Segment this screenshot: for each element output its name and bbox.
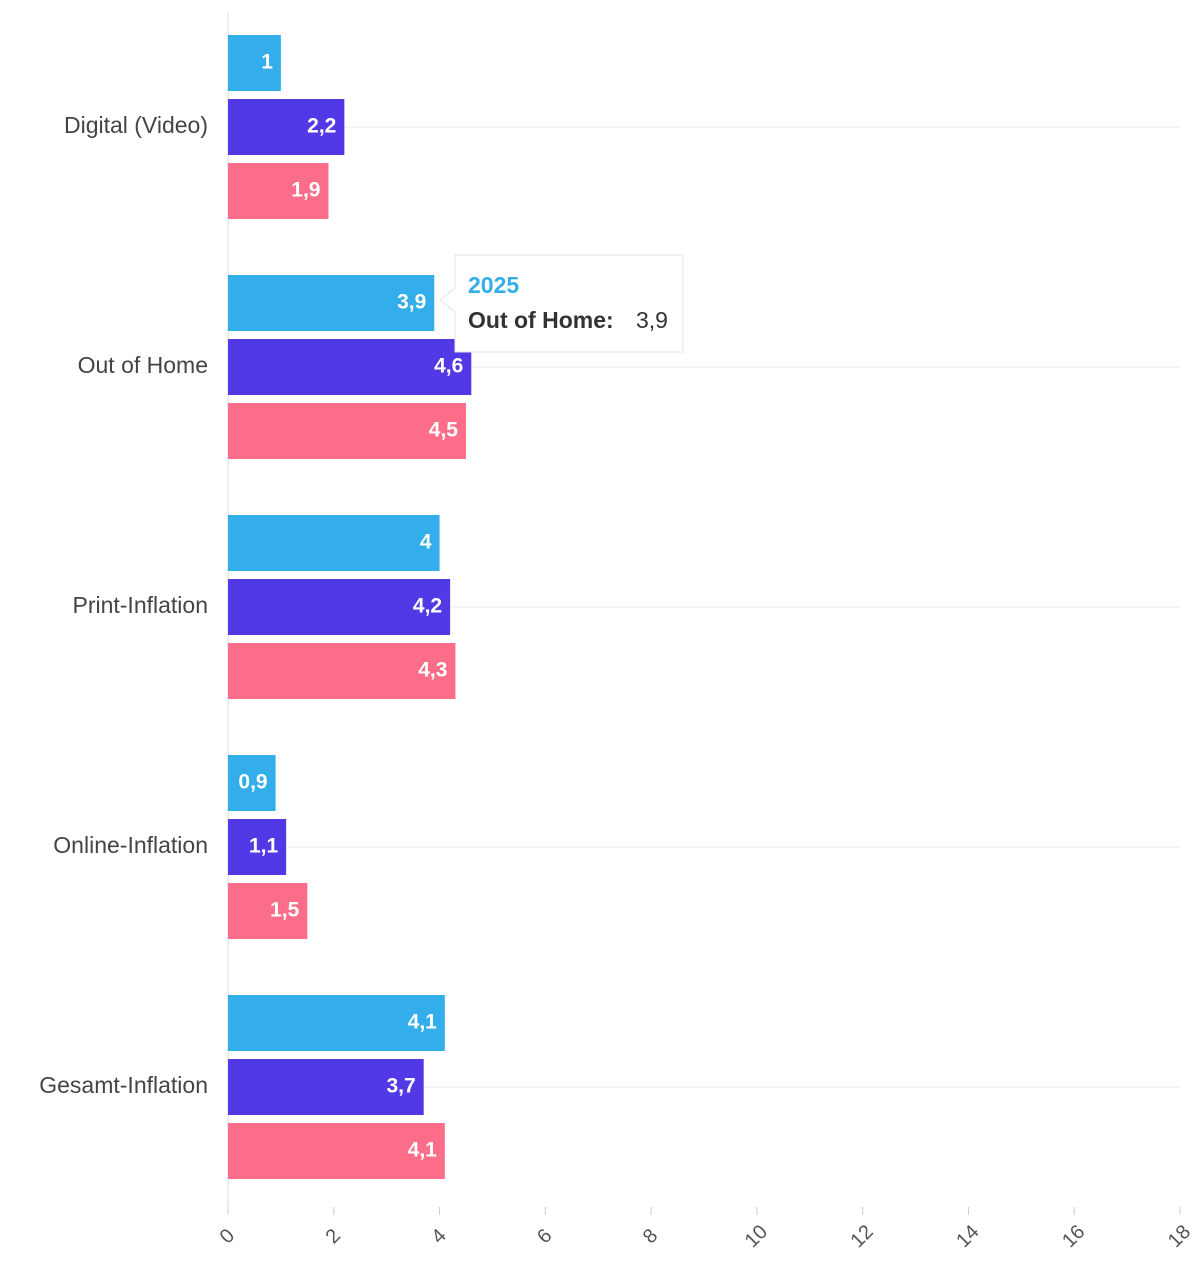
bar: [228, 755, 276, 811]
x-tick-label: 4: [427, 1225, 450, 1248]
value-label: 4,1: [408, 1011, 438, 1034]
x-tick-label: 12: [847, 1221, 878, 1252]
value-label: 1,1: [249, 835, 279, 858]
bar: [228, 403, 466, 459]
value-label: 3,9: [397, 291, 426, 314]
value-label: 1: [261, 51, 273, 74]
bar: [228, 1123, 445, 1179]
value-label: 4,3: [418, 659, 447, 682]
bar: [228, 819, 287, 875]
bar: [228, 35, 281, 91]
x-tick-label: 8: [639, 1225, 662, 1248]
bar: [228, 339, 472, 395]
x-tick-label: 18: [1164, 1221, 1195, 1252]
value-label: 2,2: [307, 115, 336, 138]
y-tick-label: Gesamt-Inflation: [39, 1072, 208, 1098]
tooltip-box: [439, 254, 684, 353]
y-tick-label: Print-Inflation: [72, 592, 208, 618]
x-tick-label: 14: [952, 1221, 983, 1252]
bar: [228, 99, 345, 155]
value-label: 4: [420, 531, 432, 554]
bar: [228, 883, 308, 939]
tooltip-title: 2025: [468, 272, 519, 298]
tooltip-label: Out of Home:: [468, 307, 614, 333]
tooltip-value: 3,9: [636, 307, 668, 333]
value-label: 4,6: [434, 355, 463, 378]
value-label: 4,5: [429, 419, 459, 442]
y-tick-label: Online-Inflation: [53, 832, 208, 858]
y-tick-label: Out of Home: [78, 352, 208, 378]
bar: [228, 515, 440, 571]
y-tick-label: Digital (Video): [64, 112, 208, 138]
value-label: 1,9: [291, 179, 320, 202]
bar: [228, 1059, 424, 1115]
bar: [228, 995, 445, 1051]
x-tick-label: 10: [741, 1221, 772, 1252]
bar: [228, 163, 329, 219]
bar: [228, 275, 435, 331]
bar: [228, 579, 451, 635]
tooltip: 2025 Out of Home: 3,9: [439, 254, 684, 353]
bar: [228, 643, 456, 699]
value-label: 0,9: [238, 771, 267, 794]
x-tick-label: 2: [322, 1225, 345, 1248]
value-label: 1,5: [270, 899, 300, 922]
value-label: 3,7: [386, 1075, 415, 1098]
value-label: 4,2: [413, 595, 442, 618]
x-tick-label: 0: [216, 1225, 239, 1248]
value-label: 4,1: [408, 1139, 438, 1162]
x-tick-label: 16: [1058, 1221, 1089, 1252]
x-tick-label: 6: [533, 1225, 556, 1248]
